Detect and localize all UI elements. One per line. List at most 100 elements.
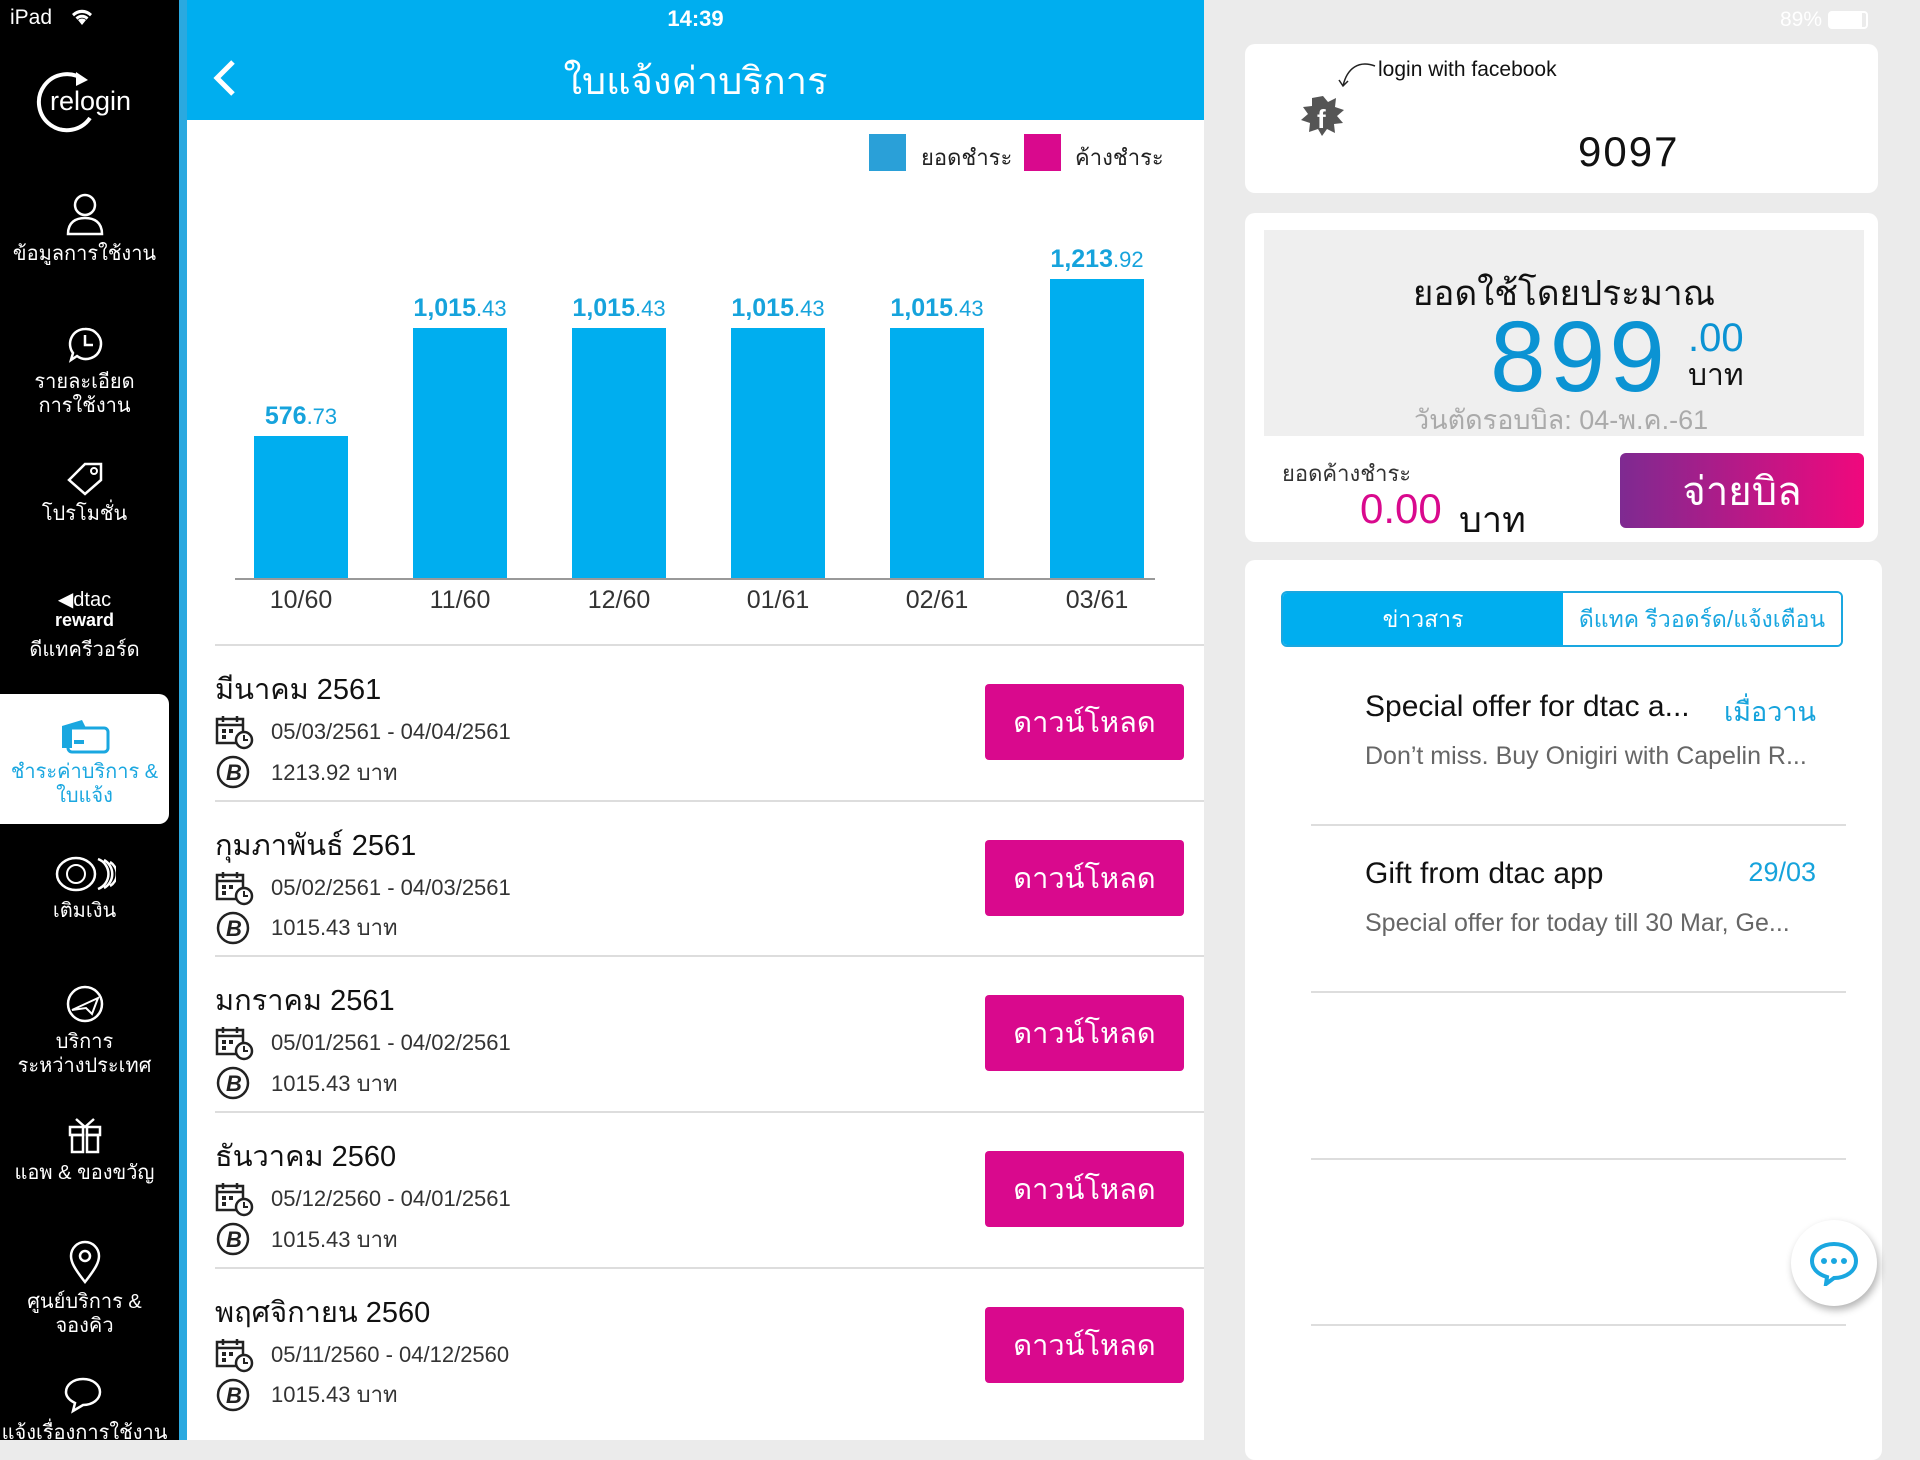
tab-dtac-rewards-notifications[interactable]: ดีแทค รีวอดร์ด/แจ้งเตือน bbox=[1563, 593, 1841, 645]
bar-11/60 bbox=[413, 328, 507, 578]
svg-text:B: B bbox=[226, 1383, 242, 1408]
sidebar-item-label: บริการ bbox=[55, 1031, 114, 1053]
sidebar-item-report-issue[interactable]: แจ้งเรื่องการใช้งาน bbox=[0, 1375, 169, 1445]
tag-icon bbox=[66, 462, 102, 496]
sidebar-item-dtac-reward[interactable]: ◀dtac reward ดีแทครีวอร์ด bbox=[0, 590, 169, 662]
x-tick-label: 10/60 bbox=[269, 586, 333, 614]
outstanding-amount: 0.00 bbox=[1360, 485, 1442, 532]
news-summary: Special offer for today till 30 Mar, Ge.… bbox=[1365, 909, 1790, 937]
x-tick-label: 12/60 bbox=[587, 586, 651, 614]
sidebar-item-label: ศูนย์บริการ & bbox=[27, 1291, 142, 1313]
location-pin-icon bbox=[69, 1240, 100, 1284]
header-bar: 14:39 ใบแจ้งค่าบริการ bbox=[187, 0, 1204, 120]
news-date: 29/03 bbox=[1748, 857, 1816, 887]
sidebar-item-label: รายละเอียด bbox=[34, 371, 135, 393]
news-date: เมื่อวาน bbox=[1723, 697, 1816, 727]
news-summary: Don’t miss. Buy Onigiri with Capelin R..… bbox=[1365, 742, 1807, 770]
chat-button[interactable] bbox=[1791, 1220, 1877, 1306]
outstanding-label: ยอดค้างชำระ bbox=[1282, 461, 1412, 486]
usage-decimals: .00 bbox=[1688, 316, 1744, 360]
usage-title: ยอดใช้โดยประมาณ bbox=[1412, 274, 1716, 313]
bar-01/61 bbox=[731, 328, 825, 578]
bill-row: กุมภาพันธ์ 2561 05/02/2561 - 04/03/2561 … bbox=[215, 799, 1204, 956]
account-card: f login with facebook 9097 bbox=[1245, 44, 1878, 193]
phone-number: 9097 bbox=[1578, 128, 1680, 175]
svg-text:B: B bbox=[226, 916, 242, 941]
sidebar-item-top-up[interactable]: เติมเงิน bbox=[0, 855, 169, 923]
facebook-icon[interactable]: f bbox=[1297, 92, 1349, 138]
bill-panel: 14:39 ใบแจ้งค่าบริการ ยอดชำระ ค้างชำระ 5… bbox=[179, 0, 1204, 1440]
sidebar-item-usage-details[interactable]: รายละเอียด การใช้งาน bbox=[0, 326, 169, 418]
svg-text:B: B bbox=[226, 760, 242, 785]
bar-10/60 bbox=[254, 436, 348, 578]
news-item[interactable]: Gift from dtac app 29/03 Special offer f… bbox=[1311, 827, 1846, 993]
pay-bill-button[interactable]: จ่ายบิล bbox=[1620, 453, 1864, 528]
calendar-clock-icon bbox=[215, 1027, 254, 1061]
sidebar-item-label: แอพ & ของขวัญ bbox=[14, 1162, 155, 1184]
download-button[interactable]: ดาวน์โหลด bbox=[985, 684, 1184, 760]
svg-text:B: B bbox=[226, 1071, 242, 1096]
calendar-clock-icon bbox=[215, 716, 254, 750]
download-button[interactable]: ดาวน์โหลด bbox=[985, 1306, 1184, 1383]
bill-month: พฤศจิกายน 2560 bbox=[215, 1296, 431, 1329]
baht-icon: B bbox=[216, 1378, 250, 1412]
usage-amount: 899 bbox=[1490, 301, 1669, 413]
download-button[interactable]: ดาวน์โหลด bbox=[985, 1151, 1184, 1228]
sidebar-item-label: แจ้งเรื่องการใช้งาน bbox=[1, 1422, 168, 1444]
bar-value-label: 1,015.43 bbox=[413, 294, 507, 323]
legend-label-paid: ยอดชำระ bbox=[921, 145, 1013, 170]
chevron-left-icon bbox=[213, 60, 235, 96]
back-button[interactable] bbox=[209, 58, 239, 103]
status-time: 14:39 bbox=[667, 6, 724, 31]
sidebar-item-label-line2: จองคิว bbox=[55, 1315, 114, 1337]
news-item-empty bbox=[1311, 994, 1846, 1160]
tab-news[interactable]: ข่าวสาร bbox=[1283, 593, 1563, 645]
outstanding-unit: บาท bbox=[1459, 499, 1526, 540]
bill-amount: 1015.43 บาท bbox=[271, 1226, 398, 1252]
relogin-button[interactable]: relogin bbox=[34, 68, 144, 138]
news-item[interactable]: Special offer for dtac a... เมื่อวาน Don… bbox=[1311, 660, 1846, 826]
legend-swatch-outstanding bbox=[1024, 134, 1061, 171]
dtac-reward-logo: ◀dtac reward bbox=[54, 589, 115, 630]
chat-bubble-icon bbox=[1809, 1241, 1859, 1286]
bar-03/61 bbox=[1050, 279, 1144, 578]
bar-value-label: 1,015.43 bbox=[572, 294, 666, 323]
calendar-clock-icon bbox=[215, 871, 254, 905]
sidebar-item-promotions[interactable]: โปรโมชั่น bbox=[0, 460, 169, 526]
bill-period: 05/03/2561 - 04/04/2561 bbox=[271, 719, 511, 744]
bill-row: มีนาคม 2561 05/03/2561 - 04/04/2561 B 121… bbox=[215, 644, 1204, 800]
sidebar-item-billing[interactable]: ชำระค่าบริการ & ใบแจ้ง bbox=[0, 694, 169, 824]
battery-icon bbox=[1827, 11, 1868, 30]
gift-icon bbox=[68, 1118, 101, 1154]
x-axis-line bbox=[235, 578, 1155, 580]
x-tick-label: 11/60 bbox=[429, 586, 491, 614]
facebook-login-link[interactable]: login with facebook bbox=[1378, 58, 1557, 81]
bill-amount: 1015.43 บาท bbox=[271, 915, 398, 941]
sidebar-item-label-line2: การใช้งาน bbox=[38, 395, 131, 417]
sidebar-item-service-center[interactable]: ศูนย์บริการ & จองคิว bbox=[0, 1240, 169, 1338]
sidebar-item-label-line2: ระหว่างประเทศ bbox=[17, 1055, 152, 1077]
x-tick-label: 01/61 bbox=[746, 586, 810, 614]
bill-month: มีนาคม 2561 bbox=[215, 674, 382, 706]
news-card: ข่าวสาร ดีแทค รีวอดร์ด/แจ้งเตือน Special… bbox=[1245, 560, 1882, 1460]
news-tabs: ข่าวสาร ดีแทค รีวอดร์ด/แจ้งเตือน bbox=[1281, 591, 1843, 647]
bill-row: พฤศจิกายน 2560 05/11/2560 - 04/12/2560 B… bbox=[215, 1266, 1204, 1423]
battery-percent: 89% bbox=[1780, 8, 1823, 31]
usage-card: ยอดใช้โดยประมาณ 899 .00 บาท วันตัดรอบบิล… bbox=[1245, 213, 1878, 542]
bill-month: กุมภาพันธ์ 2561 bbox=[215, 829, 417, 862]
sidebar-item-apps-gifts[interactable]: แอพ & ของขวัญ bbox=[0, 1115, 169, 1185]
download-button[interactable]: ดาวน์โหลด bbox=[985, 995, 1184, 1072]
download-button[interactable]: ดาวน์โหลด bbox=[985, 839, 1184, 916]
sidebar-item-label: โปรโมชั่น bbox=[41, 503, 128, 525]
x-tick-label: 02/61 bbox=[905, 586, 969, 614]
baht-icon: B bbox=[216, 911, 250, 944]
sidebar-item-label-line2: ใบแจ้ง bbox=[56, 785, 113, 807]
bill-period: 05/11/2560 - 04/12/2560 bbox=[271, 1341, 510, 1367]
sidebar-item-international[interactable]: บริการ ระหว่างประเทศ bbox=[0, 984, 169, 1078]
x-tick-label: 03/61 bbox=[1065, 586, 1129, 614]
bill-month: ธันวาคม 2560 bbox=[215, 1141, 397, 1174]
sidebar-item-usage-info[interactable]: ข้อมูลการใช้งาน bbox=[0, 192, 169, 266]
news-title: Special offer for dtac a... bbox=[1365, 690, 1690, 723]
bill-chart: 576.73 10/60 1,015.43 11/60 1,015.43 12/60 1,0… bbox=[187, 0, 1204, 640]
card-icon bbox=[61, 720, 109, 754]
